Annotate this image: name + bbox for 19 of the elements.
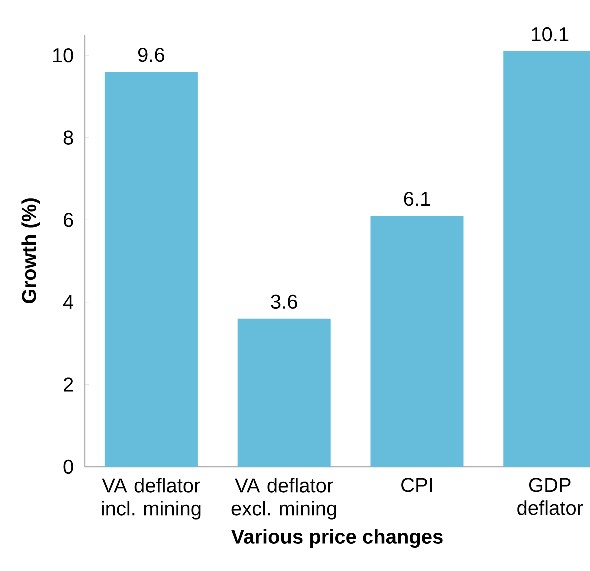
y-tick-label: 8 xyxy=(64,130,74,145)
data-label: 9.6 xyxy=(138,48,164,62)
y-tick-label: 4 xyxy=(63,296,74,310)
y-tick-label: 10 xyxy=(53,48,74,63)
data-label: 6.1 xyxy=(404,192,430,206)
x-tick-label: VA deflator excl. mining xyxy=(232,478,336,520)
x-tick-label: GDP deflator xyxy=(518,478,584,516)
x-tick-label: VA deflator incl. mining xyxy=(102,478,201,520)
data-label: 10.1 xyxy=(532,27,569,42)
y-tick-label: 0 xyxy=(64,460,74,474)
y-axis-title: Growth (%) xyxy=(22,198,40,304)
bar xyxy=(238,318,331,467)
bar xyxy=(370,216,464,467)
x-axis-title: Various price changes xyxy=(231,529,443,548)
y-tick-label: 6 xyxy=(64,213,74,228)
y-tick-label: 2 xyxy=(64,378,74,392)
bar xyxy=(104,72,198,467)
data-label: 3.6 xyxy=(271,294,298,310)
x-tick-label: CPI xyxy=(402,478,432,492)
